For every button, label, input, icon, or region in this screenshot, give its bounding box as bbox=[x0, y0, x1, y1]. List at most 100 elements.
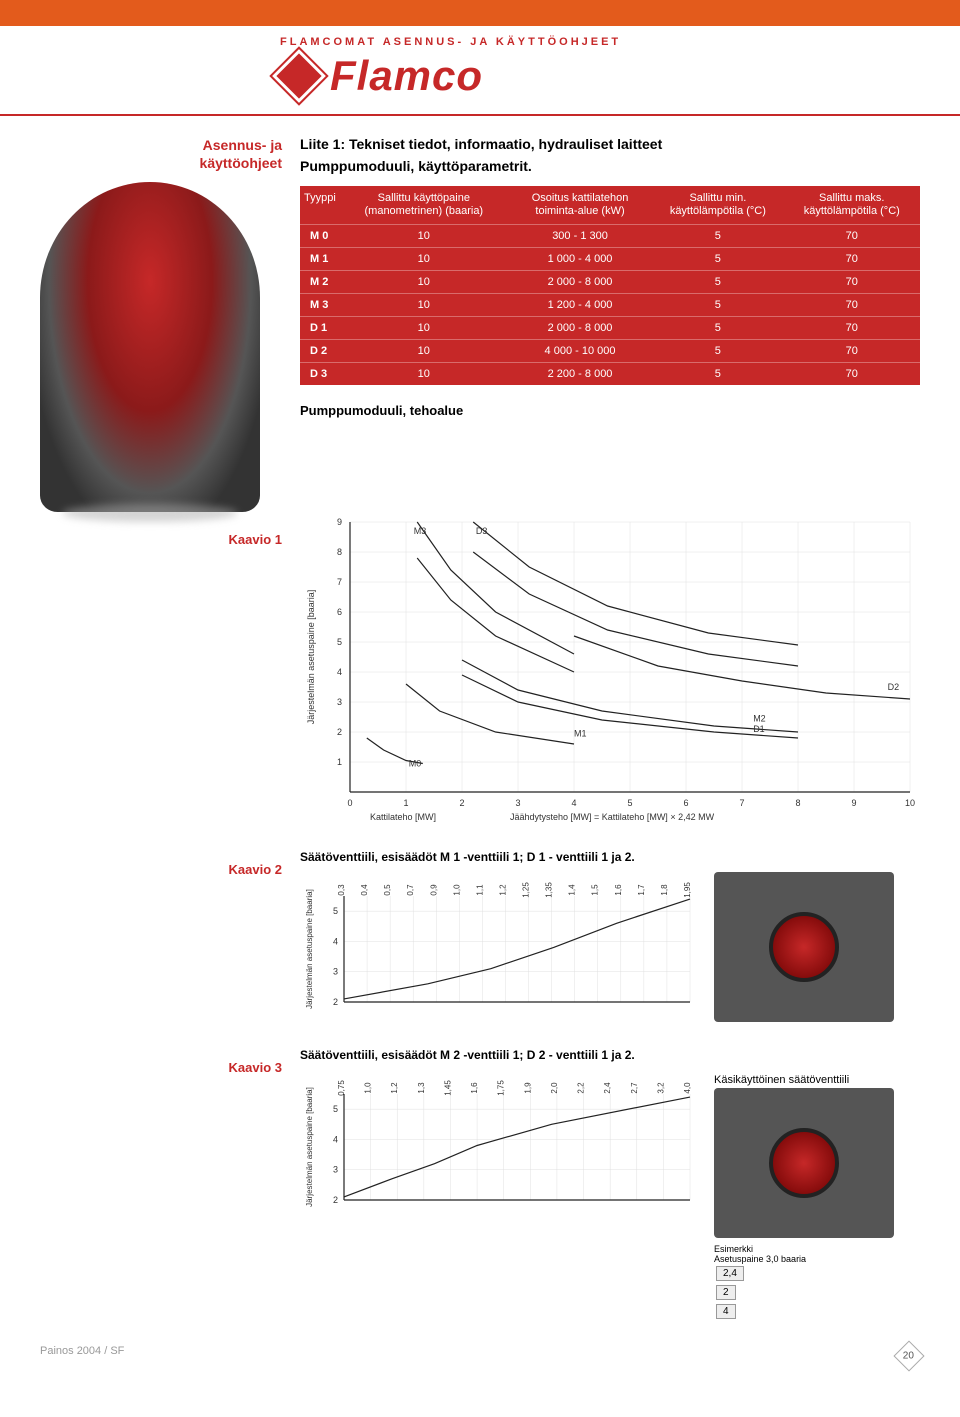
top-accent-bar bbox=[0, 0, 960, 26]
svg-text:2,2: 2,2 bbox=[577, 1082, 586, 1094]
chart1: 012345678910123456789M3D3M0M1M2D1D2Katti… bbox=[300, 512, 920, 832]
svg-text:2: 2 bbox=[337, 727, 342, 737]
product-image bbox=[40, 182, 260, 512]
svg-text:6: 6 bbox=[337, 607, 342, 617]
spec-header: Sallittu maks. käyttölämpötila (°C) bbox=[784, 186, 920, 225]
svg-text:2,4: 2,4 bbox=[603, 1082, 612, 1094]
svg-text:1,95: 1,95 bbox=[683, 882, 692, 898]
svg-text:8: 8 bbox=[795, 798, 800, 808]
svg-text:Järjestelmän asetuspaine [baar: Järjestelmän asetuspaine [baaria] bbox=[306, 590, 316, 725]
svg-text:1: 1 bbox=[337, 757, 342, 767]
svg-text:9: 9 bbox=[851, 798, 856, 808]
svg-text:0,5: 0,5 bbox=[383, 884, 392, 896]
svg-text:1,2: 1,2 bbox=[498, 884, 507, 896]
svg-text:0,9: 0,9 bbox=[429, 884, 438, 896]
svg-text:2: 2 bbox=[459, 798, 464, 808]
table-row: D 2104 000 - 10 000570 bbox=[300, 340, 920, 363]
svg-text:2: 2 bbox=[333, 1195, 338, 1205]
svg-text:2,7: 2,7 bbox=[630, 1082, 639, 1094]
svg-text:1,45: 1,45 bbox=[443, 1080, 452, 1096]
svg-text:4: 4 bbox=[571, 798, 576, 808]
svg-text:7: 7 bbox=[739, 798, 744, 808]
svg-text:3: 3 bbox=[333, 1165, 338, 1175]
chart2: 0,30,40,50,70,91,01,11,21,251,351,41,51,… bbox=[300, 872, 700, 1032]
table-row: M 1101 000 - 4 000570 bbox=[300, 248, 920, 271]
svg-text:1,7: 1,7 bbox=[637, 884, 646, 896]
svg-text:3: 3 bbox=[333, 967, 338, 977]
svg-text:4: 4 bbox=[333, 1135, 338, 1145]
svg-text:M1: M1 bbox=[574, 729, 587, 739]
table-row: M 2102 000 - 8 000570 bbox=[300, 271, 920, 294]
header: FLAMCOMAT ASENNUS- JA KÄYTTÖOHJEET Flamc… bbox=[0, 26, 960, 116]
svg-text:5: 5 bbox=[337, 637, 342, 647]
svg-text:1,25: 1,25 bbox=[522, 882, 531, 898]
brand-name: Flamco bbox=[330, 52, 483, 100]
kaavio3-label: Kaavio 3 bbox=[40, 1060, 300, 1075]
valve-photo-2 bbox=[714, 1088, 894, 1238]
svg-text:Järjestelmän asetuspaine [baar: Järjestelmän asetuspaine [baaria] bbox=[305, 890, 314, 1010]
svg-text:0,4: 0,4 bbox=[360, 884, 369, 896]
svg-text:5: 5 bbox=[333, 1105, 338, 1115]
spec-header: Tyyppi bbox=[300, 186, 340, 225]
svg-text:1,6: 1,6 bbox=[614, 884, 623, 896]
svg-text:M3: M3 bbox=[414, 526, 427, 536]
svg-text:5: 5 bbox=[627, 798, 632, 808]
spec-header: Sallittu min. käyttölämpötila (°C) bbox=[652, 186, 783, 225]
spec-header: Sallittu käyttöpaine (manometrinen) (baa… bbox=[340, 186, 508, 225]
svg-text:1,9: 1,9 bbox=[523, 1082, 532, 1094]
kaavio1-label: Kaavio 1 bbox=[40, 532, 300, 547]
table-row: D 3102 200 - 8 000570 bbox=[300, 363, 920, 386]
svg-text:4,0: 4,0 bbox=[683, 1082, 692, 1094]
svg-text:9: 9 bbox=[337, 517, 342, 527]
spec-table: TyyppiSallittu käyttöpaine (manometrinen… bbox=[300, 186, 920, 385]
appendix-title: Liite 1: Tekniset tiedot, informaatio, h… bbox=[300, 136, 920, 152]
svg-text:3,2: 3,2 bbox=[656, 1082, 665, 1094]
svg-text:1,0: 1,0 bbox=[364, 1082, 373, 1094]
svg-text:7: 7 bbox=[337, 577, 342, 587]
svg-text:6: 6 bbox=[683, 798, 688, 808]
svg-text:1,1: 1,1 bbox=[475, 884, 484, 896]
svg-text:10: 10 bbox=[905, 798, 915, 808]
table-row: M 3101 200 - 4 000570 bbox=[300, 294, 920, 317]
logo-icon bbox=[272, 49, 326, 103]
svg-text:2: 2 bbox=[333, 997, 338, 1007]
svg-text:2,0: 2,0 bbox=[550, 1082, 559, 1094]
svg-text:Jäähdytysteho [MW] = Kattilate: Jäähdytysteho [MW] = Kattilateho [MW] × … bbox=[510, 812, 715, 822]
sidebar-title: Asennus- ja käyttöohjeet bbox=[40, 136, 300, 172]
svg-text:D3: D3 bbox=[476, 526, 488, 536]
svg-text:1,35: 1,35 bbox=[545, 882, 554, 898]
svg-text:1,0: 1,0 bbox=[452, 884, 461, 896]
svg-text:M0: M0 bbox=[409, 759, 422, 769]
svg-text:1,75: 1,75 bbox=[497, 1080, 506, 1096]
svg-text:0: 0 bbox=[347, 798, 352, 808]
edition: Painos 2004 / SF bbox=[40, 1345, 124, 1367]
svg-text:0,7: 0,7 bbox=[406, 884, 415, 896]
svg-text:1,6: 1,6 bbox=[470, 1082, 479, 1094]
valve-photo-1 bbox=[714, 872, 894, 1022]
svg-text:4: 4 bbox=[337, 667, 342, 677]
svg-text:D1: D1 bbox=[753, 724, 765, 734]
svg-text:Järjestelmän asetuspaine [baar: Järjestelmän asetuspaine [baaria] bbox=[305, 1088, 314, 1208]
svg-text:M2: M2 bbox=[753, 714, 766, 724]
svg-text:4: 4 bbox=[333, 937, 338, 947]
svg-text:3: 3 bbox=[515, 798, 520, 808]
chart3-side-caption: Käsikäyttöinen säätöventtiili bbox=[714, 1074, 894, 1086]
page-number: 20 bbox=[893, 1341, 924, 1372]
svg-text:8: 8 bbox=[337, 547, 342, 557]
svg-text:1: 1 bbox=[403, 798, 408, 808]
svg-text:1,4: 1,4 bbox=[568, 884, 577, 896]
example-box: Esimerkki Asetuspaine 3,0 baaria 2,4 2 4 bbox=[714, 1244, 894, 1321]
svg-text:1,5: 1,5 bbox=[591, 884, 600, 896]
svg-text:1,2: 1,2 bbox=[390, 1082, 399, 1094]
section-pumpumoduuli: Pumppumoduuli, tehoalue bbox=[300, 403, 920, 418]
header-subtitle: FLAMCOMAT ASENNUS- JA KÄYTTÖOHJEET bbox=[280, 36, 960, 48]
appendix-subtitle: Pumppumoduuli, käyttöparametrit. bbox=[300, 158, 920, 174]
chart3: 0,75 1,0 1,2 1,3 1,45 1,6 1,75 1,9 2,0 2,2 2,4 2,7 3… bbox=[300, 1070, 700, 1230]
svg-text:5: 5 bbox=[333, 907, 338, 917]
svg-text:3: 3 bbox=[337, 697, 342, 707]
svg-text:1,8: 1,8 bbox=[660, 884, 669, 896]
table-row: M 010300 - 1 300570 bbox=[300, 225, 920, 248]
svg-text:0,75: 0,75 bbox=[337, 1080, 346, 1096]
chart2-caption: Säätöventtiili, esisäädöt M 1 -venttiili… bbox=[300, 850, 920, 864]
svg-text:1,3: 1,3 bbox=[417, 1082, 426, 1094]
